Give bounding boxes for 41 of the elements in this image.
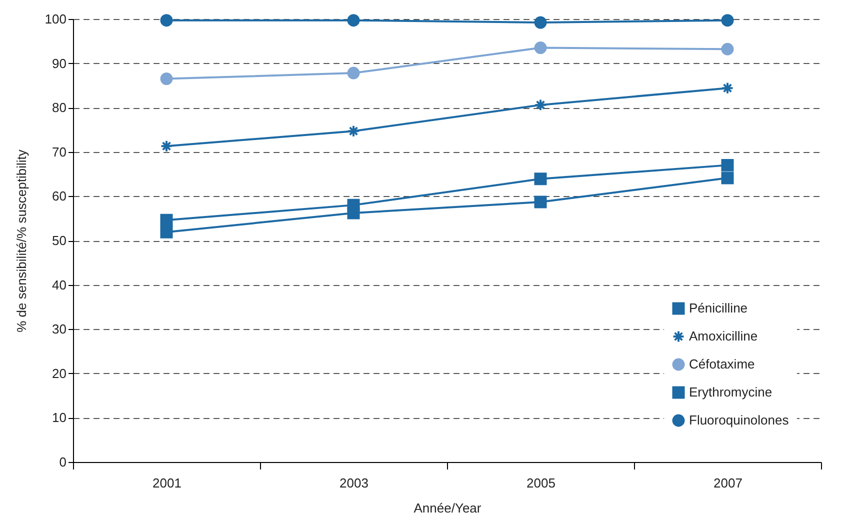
point — [534, 98, 547, 112]
y-tick-label: 20 — [52, 366, 66, 381]
point — [160, 140, 173, 152]
y-tick-label: 60 — [52, 188, 66, 204]
point — [534, 42, 547, 54]
point — [721, 172, 734, 184]
point — [160, 14, 173, 27]
y-tick-label: 100 — [44, 12, 66, 26]
legend-label: Fluoroquinolones — [689, 412, 790, 428]
x-tick-label: 2005 — [526, 476, 556, 490]
y-axis-title: % de sensibilité/% susceptibility — [14, 149, 29, 332]
legend-label: Amoxicilline — [689, 328, 758, 344]
y-tick-label: 30 — [52, 322, 66, 337]
x-axis-title: Année/Year — [414, 500, 482, 516]
legend-label: Pénicilline — [689, 300, 748, 316]
point — [347, 206, 360, 220]
y-tick-label: 50 — [52, 233, 66, 248]
y-tick-label: 80 — [52, 100, 66, 116]
point — [721, 82, 734, 94]
y-tick-label: 70 — [52, 144, 66, 160]
point — [721, 14, 734, 27]
point — [534, 172, 547, 186]
point — [347, 124, 360, 138]
x-tick-label: 2003 — [340, 476, 368, 490]
point — [534, 16, 547, 29]
point — [347, 66, 360, 80]
point — [347, 14, 360, 27]
legend-label: Erythromycine — [689, 384, 772, 400]
point — [160, 226, 173, 238]
point — [160, 72, 173, 86]
y-tick-label: 90 — [52, 56, 66, 71]
legend-label: Céfotaxime — [689, 356, 755, 372]
point — [721, 158, 734, 172]
y-tick-label: 10 — [52, 410, 66, 426]
point — [721, 42, 734, 56]
y-tick-label: 40 — [52, 277, 66, 292]
x-tick-label: 2007 — [714, 476, 742, 490]
x-tick-label: 2001 — [152, 476, 182, 490]
y-tick-label: 0 — [59, 454, 66, 470]
point — [160, 214, 173, 226]
point — [534, 196, 547, 208]
